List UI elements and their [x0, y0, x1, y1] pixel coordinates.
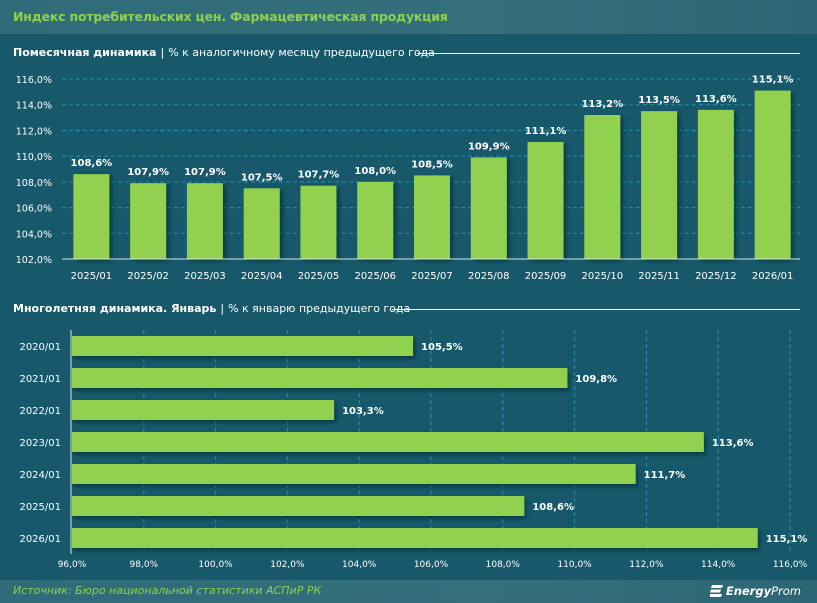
x-tick-label: 116,0% — [773, 560, 808, 570]
monthly-title-separator: | — [160, 46, 165, 59]
x-tick-label: 2025/12 — [695, 271, 737, 282]
source-note: Источник: Бюро национальной статистики А… — [13, 584, 322, 597]
x-tick-label: 106,0% — [414, 560, 449, 570]
x-tick-label: 2025/08 — [468, 271, 510, 282]
y-tick-label: 2022/01 — [19, 406, 61, 417]
bar-data-label: 115,1% — [766, 534, 808, 545]
bar — [72, 432, 704, 452]
page-title: Индекс потребительских цен. Фармацевтиче… — [13, 9, 448, 24]
january-section-rule — [392, 309, 800, 310]
x-tick-label: 114,0% — [701, 560, 736, 570]
y-tick-label: 104,0% — [16, 229, 52, 240]
january-title-subtitle: % к январю предыдущего года — [228, 302, 411, 315]
bar-data-label: 107,5% — [241, 172, 283, 183]
y-tick-label: 116,0% — [16, 75, 52, 86]
bar-data-label: 111,7% — [644, 470, 686, 481]
bar-data-label: 103,3% — [342, 406, 384, 417]
bar — [697, 109, 734, 259]
energyprom-logo: Energy Prom — [709, 584, 801, 598]
logo-text-bold: Energy — [725, 584, 772, 598]
bar — [72, 368, 568, 388]
bar-data-label: 109,8% — [575, 374, 617, 385]
x-tick-label: 2025/11 — [638, 271, 680, 282]
bar — [73, 174, 110, 259]
y-tick-label: 110,0% — [16, 152, 52, 163]
bar-data-label: 111,1% — [525, 126, 567, 137]
bar-data-label: 108,0% — [354, 166, 396, 177]
bar — [584, 115, 621, 259]
y-tick-label: 2023/01 — [19, 438, 61, 449]
x-tick-label: 98,0% — [130, 560, 159, 570]
bar — [641, 111, 678, 259]
january-section-title: Многолетняя динамика. Январь | % к январ… — [13, 302, 410, 315]
bar-data-label: 108,5% — [411, 159, 453, 170]
bar — [527, 142, 564, 259]
y-tick-label: 106,0% — [16, 204, 52, 215]
bar-data-label: 115,1% — [752, 75, 794, 86]
x-tick-label: 2025/01 — [71, 271, 113, 282]
bar — [470, 157, 507, 259]
bar — [72, 400, 335, 420]
january-title-bold: Многолетняя динамика. Январь — [13, 302, 217, 315]
bar-data-label: 107,9% — [184, 167, 226, 178]
bar — [300, 185, 337, 259]
monthly-section-rule — [417, 53, 800, 54]
x-tick-label: 112,0% — [629, 560, 664, 570]
bar-data-label: 113,5% — [638, 95, 680, 106]
y-tick-label: 108,0% — [16, 178, 52, 189]
bar-data-label: 108,6% — [532, 502, 574, 513]
x-tick-label: 108,0% — [486, 560, 521, 570]
x-tick-label: 96,0% — [58, 560, 87, 570]
x-tick-label: 2025/06 — [354, 271, 396, 282]
x-tick-label: 100,0% — [198, 560, 233, 570]
x-tick-label: 2025/05 — [298, 271, 340, 282]
bar — [72, 528, 758, 548]
y-tick-label: 2026/01 — [19, 534, 61, 545]
january-bar-chart: 96,0% 98,0% 100,0% 102,0% 104,0% 106,0% 108,0%… — [19, 330, 808, 570]
bar — [414, 175, 450, 259]
x-tick-label: 2026/01 — [752, 271, 794, 282]
bar — [243, 188, 280, 259]
bar — [357, 181, 394, 259]
logo-text-rest: Prom — [771, 584, 801, 598]
bar — [186, 183, 223, 259]
header-bar: Индекс потребительских цен. Фармацевтиче… — [0, 0, 817, 34]
monthly-title-bold: Помесячная динамика — [13, 46, 157, 59]
y-tick-label: 2024/01 — [19, 470, 61, 481]
bar — [72, 464, 636, 484]
bar-data-label: 108,6% — [71, 158, 113, 169]
x-tick-label: 2025/03 — [184, 271, 226, 282]
monthly-section-title: Помесячная динамика | % к аналогичному м… — [13, 46, 435, 59]
bar-data-label: 107,9% — [127, 167, 169, 178]
x-tick-label: 2025/07 — [411, 271, 453, 282]
energyprom-logo-icon — [709, 585, 723, 597]
x-tick-label: 2025/02 — [127, 271, 169, 282]
x-tick-label: 2025/04 — [241, 271, 283, 282]
x-tick-label: 102,0% — [270, 560, 305, 570]
monthly-title-subtitle: % к аналогичному месяцу предыдущего года — [168, 46, 435, 59]
bar — [130, 183, 167, 259]
y-tick-label: 2020/01 — [19, 342, 61, 353]
y-tick-label: 112,0% — [16, 126, 52, 137]
y-tick-label: 102,0% — [16, 255, 52, 266]
y-tick-label: 114,0% — [16, 101, 52, 112]
january-title-separator: | — [220, 302, 225, 315]
monthly-bar-chart: 102,0% 104,0% 106,0% 108,0% 110,0% 112,0% 114,… — [16, 75, 800, 282]
bar — [72, 496, 525, 516]
y-tick-label: 2021/01 — [19, 374, 61, 385]
x-tick-label: 2025/10 — [582, 271, 624, 282]
bar-data-label: 113,6% — [712, 438, 754, 449]
bar-data-label: 107,7% — [298, 170, 340, 181]
y-tick-label: 2025/01 — [19, 502, 61, 513]
x-tick-label: 2025/09 — [525, 271, 567, 282]
bar — [72, 336, 414, 356]
x-tick-label: 104,0% — [342, 560, 377, 570]
footer-bar: Источник: Бюро национальной статистики А… — [0, 580, 817, 603]
bar-data-label: 105,5% — [421, 342, 463, 353]
bar — [754, 90, 791, 259]
x-tick-label: 110,0% — [557, 560, 592, 570]
bar-data-label: 113,2% — [581, 99, 623, 110]
bar-data-label: 109,9% — [468, 141, 510, 152]
bar-data-label: 113,6% — [695, 94, 737, 105]
